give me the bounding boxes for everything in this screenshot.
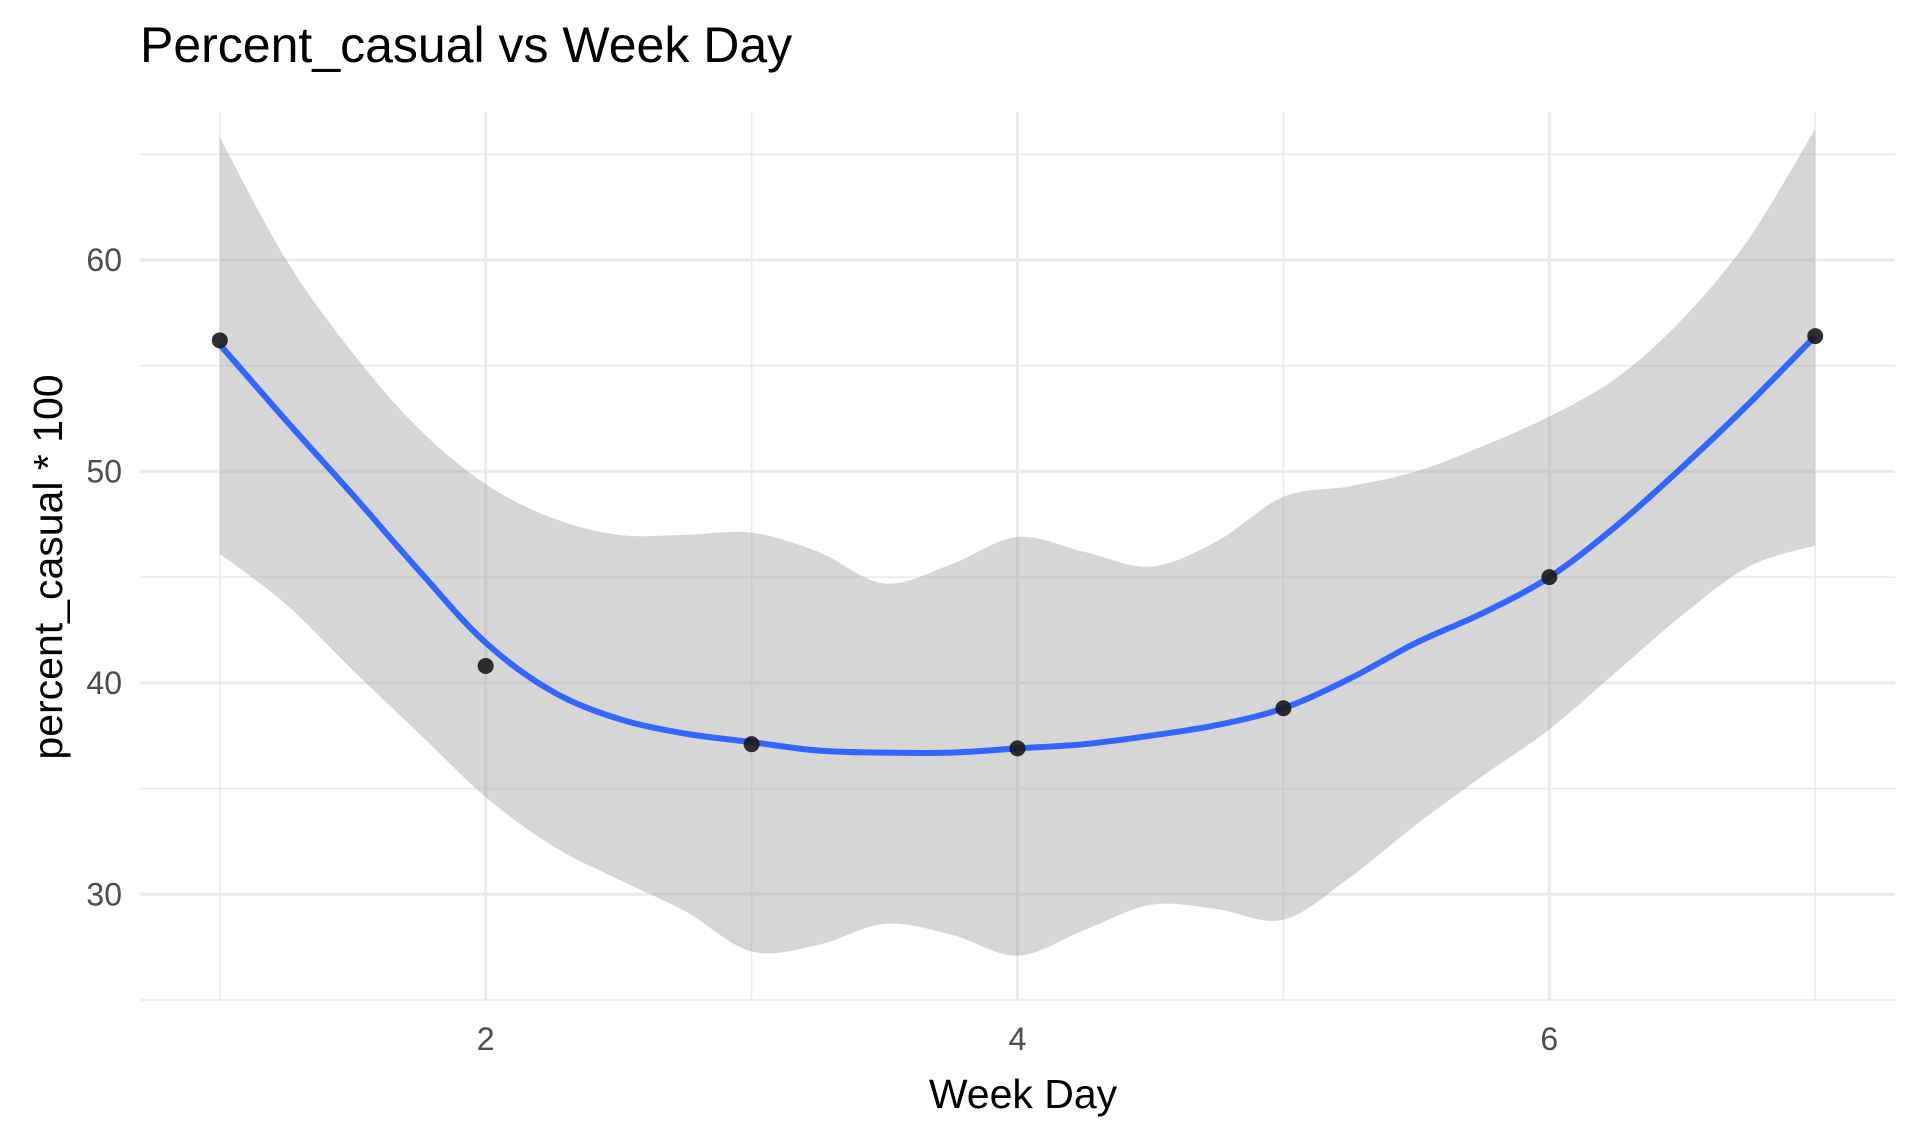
confidence-band — [219, 128, 1816, 956]
x-axis-title: Week Day — [929, 1071, 1118, 1117]
data-point — [743, 736, 760, 753]
x-tick-label: 4 — [1009, 1021, 1027, 1057]
data-point — [1541, 569, 1558, 586]
y-tick-label: 50 — [86, 453, 122, 489]
y-axis-title: percent_casual * 100 — [25, 374, 71, 759]
y-tick-label: 30 — [86, 876, 122, 912]
data-point — [1807, 328, 1824, 345]
x-tick-label: 2 — [477, 1021, 495, 1057]
y-tick-label: 60 — [86, 242, 122, 278]
data-point — [477, 657, 494, 674]
data-point — [211, 332, 228, 349]
data-points — [211, 328, 1824, 757]
data-point — [1275, 700, 1292, 717]
data-point — [1009, 740, 1026, 757]
grid-major — [140, 112, 1895, 1000]
x-tick-label: 6 — [1540, 1021, 1558, 1057]
y-tick-labels: 30 40 50 60 — [86, 242, 122, 912]
chart-title: Percent_casual vs Week Day — [140, 17, 792, 73]
x-tick-labels: 2 4 6 — [477, 1021, 1558, 1057]
y-tick-label: 40 — [86, 665, 122, 701]
